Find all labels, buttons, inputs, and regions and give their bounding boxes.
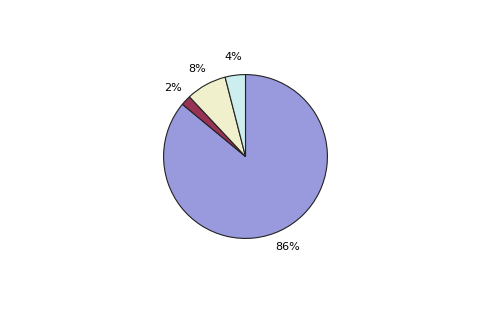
Text: 2%: 2%: [164, 83, 182, 93]
Wedge shape: [164, 75, 327, 238]
Text: 8%: 8%: [189, 64, 206, 74]
Wedge shape: [225, 75, 246, 157]
Text: 86%: 86%: [275, 242, 300, 252]
Wedge shape: [190, 77, 246, 157]
Text: 4%: 4%: [224, 52, 242, 62]
Wedge shape: [182, 97, 246, 157]
